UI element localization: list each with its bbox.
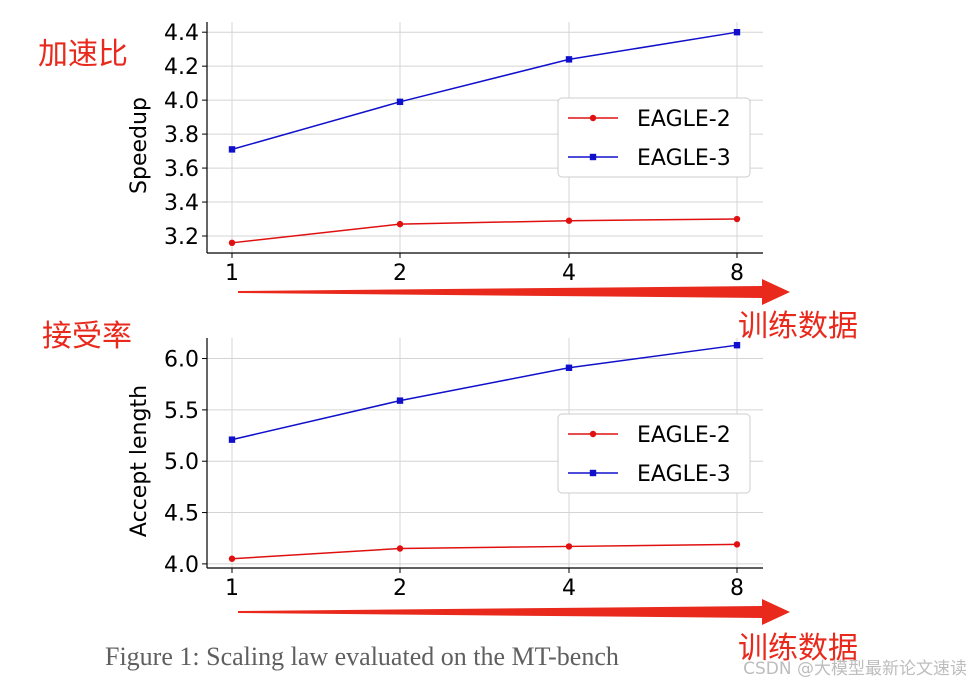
- data-point: [733, 541, 741, 548]
- data-point: [733, 28, 741, 36]
- y-tick-label: 3.2: [164, 225, 199, 250]
- y-tick-label: 4.2: [164, 55, 199, 80]
- y-tick-label: 4.5: [164, 502, 199, 527]
- series-line-eagle-3: [231, 31, 738, 151]
- legend-label: EAGLE-2: [637, 423, 731, 448]
- watermark: CSDN @大模型最新论文速读: [743, 659, 967, 679]
- speedup-annotation: 加速比: [38, 37, 128, 72]
- x-tick-label: 8: [730, 576, 744, 601]
- data-point: [565, 217, 573, 224]
- training-data-label-bottom: 训练数据: [738, 631, 858, 666]
- x-tick-label: 2: [393, 261, 407, 286]
- x-tick-label: 1: [225, 576, 239, 601]
- y-tick-label: 6.0: [164, 348, 199, 373]
- x-tick-label: 8: [730, 261, 744, 286]
- series-line-eagle-3: [231, 344, 738, 441]
- y-tick-label: 3.8: [164, 123, 199, 148]
- series-line-eagle-2: [231, 218, 738, 244]
- legend-marker: [589, 153, 597, 161]
- data-point: [733, 215, 741, 223]
- data-point: [228, 436, 236, 443]
- legend-label: EAGLE-2: [637, 107, 731, 132]
- y-tick-label: 5.0: [164, 450, 199, 475]
- y-axis-label: Speedup: [127, 97, 152, 194]
- y-tick-label: 3.4: [164, 191, 199, 216]
- y-tick-label: 5.5: [164, 399, 199, 424]
- data-point: [228, 146, 236, 153]
- training-data-arrow: [238, 599, 790, 625]
- data-point: [228, 239, 236, 247]
- x-tick-label: 2: [393, 576, 407, 601]
- series-line-eagle-2: [231, 543, 738, 560]
- legend-marker: [589, 469, 597, 477]
- y-axis-label: Accept length: [127, 385, 152, 537]
- legend-label: EAGLE-3: [637, 146, 731, 171]
- legend-label: EAGLE-3: [637, 462, 731, 487]
- data-point: [565, 364, 573, 371]
- data-point: [396, 397, 404, 404]
- legend: EAGLE-2 EAGLE-3: [557, 97, 751, 178]
- training-data-arrow: [238, 279, 790, 305]
- accept-rate-annotation: 接受率: [42, 319, 132, 354]
- y-tick-label: 4.0: [164, 89, 199, 114]
- y-tick-label: 4.0: [164, 553, 199, 578]
- x-tick-label: 4: [562, 576, 576, 601]
- figure-caption: Figure 1: Scaling law evaluated on the M…: [105, 642, 619, 671]
- data-point: [396, 545, 404, 552]
- data-point: [228, 555, 236, 562]
- data-point: [565, 543, 573, 550]
- x-tick-label: 4: [562, 261, 576, 286]
- data-point: [396, 98, 404, 106]
- data-point: [396, 220, 404, 228]
- y-tick-label: 4.4: [164, 21, 199, 46]
- x-tick-label: 1: [225, 261, 239, 286]
- data-point: [733, 341, 741, 349]
- training-data-label-top: 训练数据: [738, 309, 858, 344]
- legend: EAGLE-2 EAGLE-3: [557, 413, 751, 494]
- legend-marker: [589, 114, 597, 122]
- data-point: [565, 56, 573, 63]
- y-tick-label: 3.6: [164, 157, 199, 182]
- legend-marker: [589, 430, 597, 438]
